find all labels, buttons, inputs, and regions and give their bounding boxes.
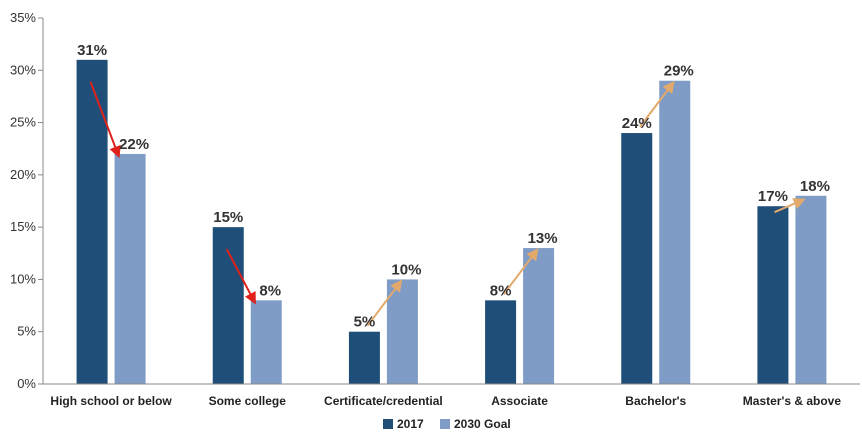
data-label-2017: 24% [622,115,652,132]
x-tick-label: Associate [491,394,548,408]
data-labels: 31% 22% 15% 8% 5% 10% 8% 13% 24% 29% 17% 18% [77,42,830,331]
x-tick-label: Certificate/credential [324,394,443,408]
data-label-2030-goal: 13% [528,230,558,247]
data-label-2017: 15% [213,209,243,226]
x-tick-label: Bachelor's [625,394,686,408]
y-tick-label: 10% [10,271,36,286]
bar-2017 [621,133,653,384]
y-tick-label: 20% [10,167,36,182]
bar-2030-goal [795,195,827,384]
change-arrow [502,248,539,295]
legend-swatch [383,419,393,429]
data-label-2030-goal: 8% [259,282,281,299]
y-axis: 0% 5% 10% 15% 20% 25% 30% 35% [10,10,44,391]
bar-2030-goal [386,279,418,384]
data-label-2017: 5% [354,314,376,331]
data-label-2030-goal: 29% [664,63,694,80]
bars [76,59,827,384]
change-arrow [366,279,403,327]
change-arrow [89,81,121,159]
x-tick-label: Master's & above [743,394,842,408]
y-tick-label: 0% [17,376,36,391]
legend-label: 2030 Goal [454,417,511,431]
bar-2030-goal [114,153,146,384]
y-tick-label: 35% [10,10,36,25]
y-tick-label: 25% [10,115,36,130]
bar-2017 [757,206,789,384]
change-arrow [774,198,806,214]
data-label-2030-goal: 22% [119,136,149,153]
change-arrow [225,248,256,305]
change-arrow [639,80,675,128]
data-label-2030-goal: 10% [391,261,421,278]
y-tick-label: 15% [10,219,36,234]
x-axis: High school or below Some college Certific… [43,383,860,408]
bar-2030-goal [659,80,691,384]
x-tick-label: High school or below [50,394,172,408]
bar-2030-goal [250,300,282,384]
bar-2017 [485,300,517,384]
bar-2017 [348,331,380,384]
y-tick-label: 5% [17,324,36,339]
data-label-2030-goal: 18% [800,178,830,195]
legend-label: 2017 [397,417,424,431]
legend-swatch [440,419,450,429]
change-arrows [89,80,806,327]
bar-2017 [76,59,108,384]
data-label-2017: 17% [758,188,788,205]
legend: 2017 2030 Goal [383,417,511,431]
x-tick-label: Some college [209,394,287,408]
data-label-2017: 8% [490,282,512,299]
y-tick-label: 30% [10,62,36,77]
bar-2030-goal [523,248,555,384]
data-label-2017: 31% [77,42,107,59]
